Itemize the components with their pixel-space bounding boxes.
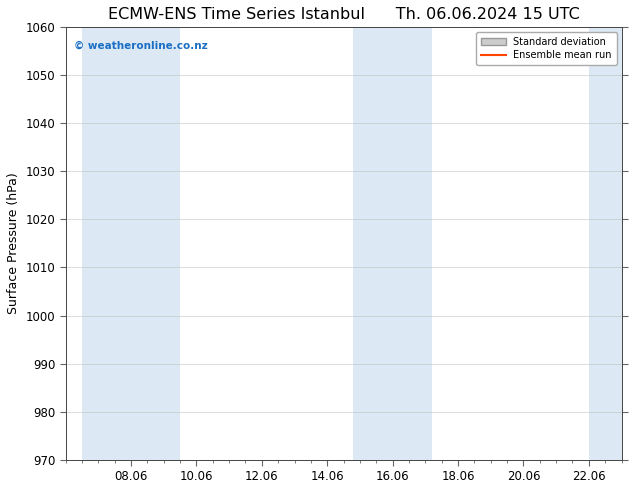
Text: © weatheronline.co.nz: © weatheronline.co.nz (74, 40, 208, 50)
Legend: Standard deviation, Ensemble mean run: Standard deviation, Ensemble mean run (476, 32, 617, 65)
Bar (589, 27, 621, 460)
Y-axis label: Surface Pressure (hPa): Surface Pressure (hPa) (7, 172, 20, 314)
Bar (82, 27, 180, 460)
Bar (353, 27, 432, 460)
Title: ECMW-ENS Time Series Istanbul      Th. 06.06.2024 15 UTC: ECMW-ENS Time Series Istanbul Th. 06.06.… (108, 7, 579, 22)
